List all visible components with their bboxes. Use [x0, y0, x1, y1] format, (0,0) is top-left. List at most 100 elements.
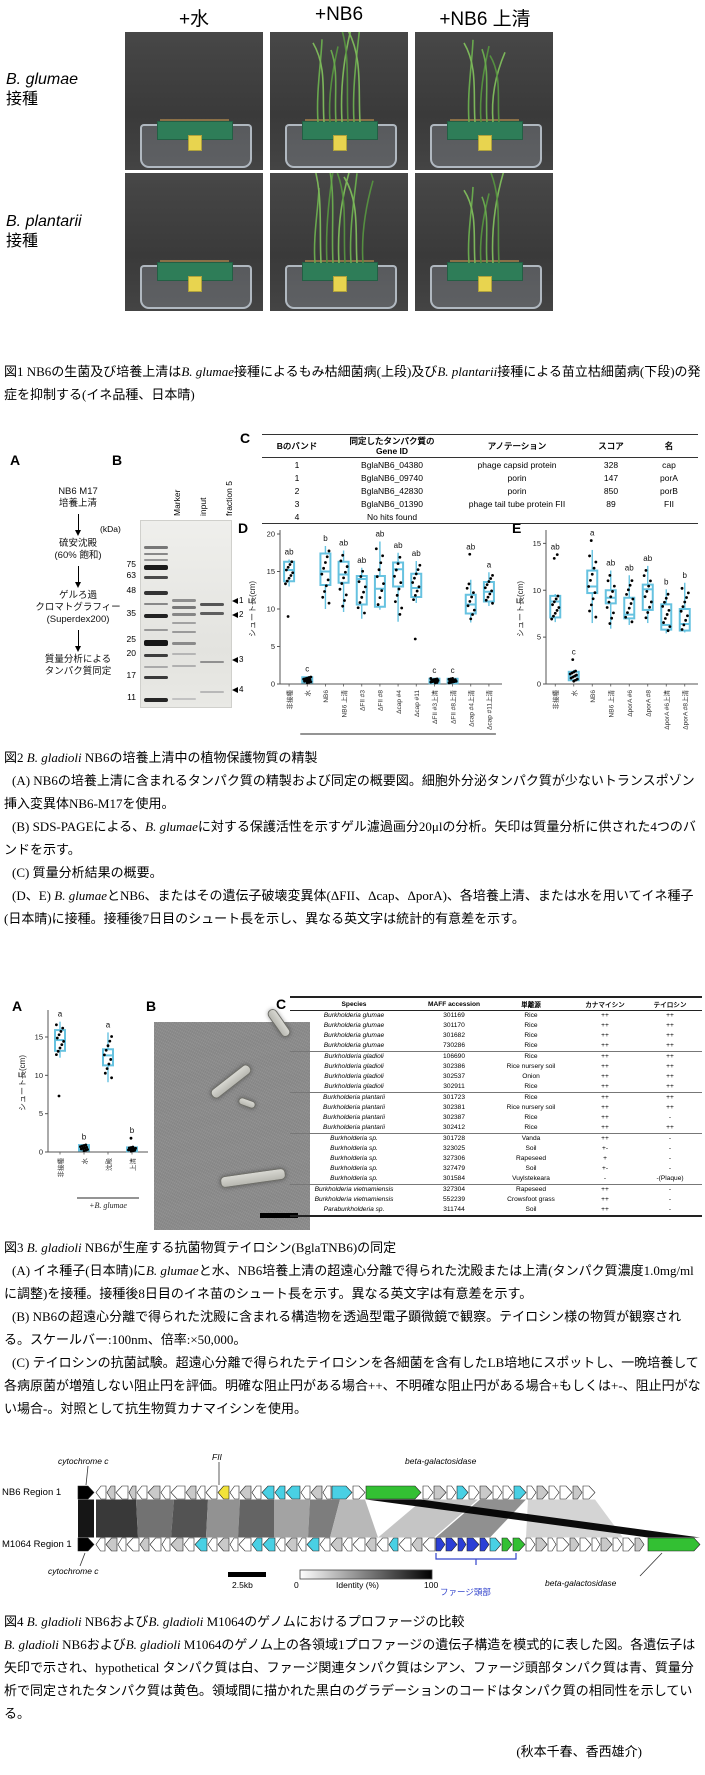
table-cell: Burkholderia gladioli — [324, 1062, 384, 1070]
table-cell: 1 — [294, 472, 300, 483]
column-header: Species — [290, 996, 418, 1011]
table-cell: - — [668, 1185, 672, 1193]
svg-text:ab: ab — [551, 543, 560, 552]
table-cell: Paraburkholderia sp. — [290, 1205, 418, 1217]
gene-arrow — [95, 1485, 107, 1500]
gel-lane-label: fraction 5 — [224, 481, 234, 516]
table-cell: 327306 — [442, 1154, 465, 1162]
table-cell: 2 — [294, 485, 300, 496]
table-cell: 147 — [603, 472, 619, 483]
table-row: 1 BglaNB6_09740 porin 147 porA — [262, 471, 698, 484]
gel-band — [144, 546, 168, 549]
gene-arrow — [262, 1537, 276, 1552]
gene-arrow — [457, 1537, 467, 1552]
fig3-caption-title: 図3 B. gladioli NB6が生産する抗菌物質テイロシン(BglaTNB… — [4, 1236, 702, 1259]
table-cell: - — [638, 1205, 702, 1217]
gene-arrow — [525, 1537, 536, 1552]
fig3-panel-c-label: C — [276, 996, 287, 1012]
table-cell: Rice — [490, 1123, 572, 1134]
svg-text:ΔFII #8上清: ΔFII #8上清 — [448, 690, 457, 724]
table-cell: Rice nursery soil — [506, 1103, 556, 1111]
fig4-identity-100-label: 100 — [424, 1580, 439, 1590]
table-row: Burkholderia glumae 301169 Rice ++ ++ — [290, 1011, 702, 1022]
gene-arrow — [352, 1485, 366, 1500]
gene-arrow — [126, 1537, 140, 1552]
caption-text: B. gladioli — [125, 1637, 181, 1652]
gene-arrow — [183, 1537, 195, 1552]
table-cell: ++ — [601, 1072, 609, 1080]
caption-text: B. plantarii — [437, 364, 498, 379]
fig2-panel-a-label: A — [10, 452, 21, 468]
fig4-identity-label: Identity (%) — [336, 1580, 379, 1590]
gene-arrow — [229, 1537, 239, 1552]
gene-arrow — [239, 1485, 252, 1500]
table-cell: ++ — [601, 1031, 609, 1039]
gene-arrow — [95, 1537, 106, 1552]
table-cell: - — [668, 1195, 672, 1203]
tailocin-rod — [237, 1096, 258, 1110]
gene-arrow — [572, 1485, 583, 1500]
flow-step: ゲルろ過 クロマトグラフィー (Superdex200) — [35, 590, 121, 625]
table-cell: 302412 — [418, 1123, 490, 1134]
svg-text:ab: ab — [643, 554, 652, 563]
gene-arrow — [502, 1485, 514, 1500]
table-cell: 301728 — [442, 1134, 465, 1142]
table-cell: 301169 — [443, 1011, 465, 1019]
left-arrow-icon — [232, 656, 238, 663]
svg-text:NB6 上清: NB6 上清 — [339, 690, 348, 718]
gene-arrow — [559, 1485, 573, 1500]
table-cell: Burkholderia sp. — [330, 1144, 378, 1152]
gene-arrow — [207, 1537, 218, 1552]
table-cell: 311744 — [418, 1205, 490, 1217]
boxplot-svg: 0 5 10 15 シュート長(cm) ab 非接種 c 水 a NB6 ab NB6 上清 ab Δpor… — [516, 529, 698, 752]
table-cell: FII — [664, 498, 674, 509]
svg-text:5: 5 — [537, 633, 541, 642]
table-cell: ++ — [638, 1082, 702, 1093]
table-cell: ++ — [601, 1052, 609, 1060]
table-cell: 1 — [294, 459, 300, 470]
table-cell: 327304 — [442, 1185, 465, 1193]
table-row: 1 BglaNB6_04380 phage capsid protein 328 cap — [262, 458, 698, 472]
table-cell: Burkholderia sp. — [330, 1154, 378, 1162]
table-row: Burkholderia gladioli 106690 Rice ++ ++ — [290, 1052, 702, 1063]
svg-text:上清: 上清 — [128, 1158, 137, 1172]
table-cell: 106690 — [442, 1052, 465, 1060]
svg-text:シュート長(cm): シュート長(cm) — [248, 581, 257, 637]
gene-arrow — [548, 1485, 560, 1500]
table-row: Burkholderia plantarii 302381 Rice nursery… — [290, 1103, 702, 1113]
gene-arrow — [411, 1537, 423, 1552]
species-name: B. plantarii — [6, 213, 82, 230]
svg-text:Δcap #4: Δcap #4 — [396, 690, 403, 714]
fig4-scale-label: 2.5kb — [232, 1580, 253, 1590]
down-arrow-icon — [74, 566, 81, 588]
fig3-caption-c: (C) テイロシンの抗菌試験。超遠心分離で得られたテイロシンを各細菌を含有したL… — [4, 1351, 702, 1420]
gene-arrow — [501, 1537, 513, 1552]
caption-text: (B) SDS-PAGEによる、 — [12, 819, 146, 834]
gene-arrow — [433, 1485, 447, 1500]
fig4-top-cytochrome-c-label: cytochrome c — [58, 1456, 109, 1466]
gel-band — [144, 559, 168, 561]
gel-kda-marker: 63 — [126, 570, 136, 580]
caption-text: B. gladioli — [148, 1614, 204, 1629]
gene-arrow — [569, 1537, 580, 1552]
table-cell: Rice nursery soil — [506, 1062, 556, 1070]
table-cell: Burkholderia sp. — [330, 1164, 378, 1172]
table-cell: 4 — [262, 510, 332, 524]
photo-plantarii-water — [125, 173, 263, 311]
gene-arrow — [556, 1537, 570, 1552]
svg-text:+B. glumae: +B. glumae — [379, 737, 417, 738]
svg-text:c: c — [451, 666, 455, 675]
table-cell: + — [603, 1154, 607, 1162]
gene-arrow — [238, 1537, 252, 1552]
table-cell: 552239 — [442, 1195, 465, 1203]
gene-arrow — [139, 1537, 150, 1552]
svg-text:非接種: 非接種 — [551, 690, 560, 710]
photo-glumae-water — [125, 32, 263, 170]
gene-arrow — [275, 1537, 286, 1552]
gel-band — [144, 698, 168, 702]
gene-arrow — [285, 1485, 301, 1500]
table-cell — [452, 510, 582, 524]
svg-text:NB6: NB6 — [323, 690, 330, 703]
table-cell: - — [668, 1164, 672, 1172]
gene-arrow — [582, 1485, 596, 1500]
